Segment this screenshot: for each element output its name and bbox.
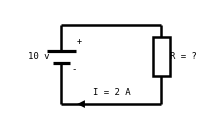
Text: +: + — [77, 37, 82, 46]
Text: 10 v: 10 v — [28, 52, 49, 61]
Text: -: - — [71, 65, 77, 74]
Text: I = 2 A: I = 2 A — [93, 88, 130, 97]
Text: R = ?: R = ? — [170, 52, 197, 61]
Bar — [152, 37, 170, 76]
